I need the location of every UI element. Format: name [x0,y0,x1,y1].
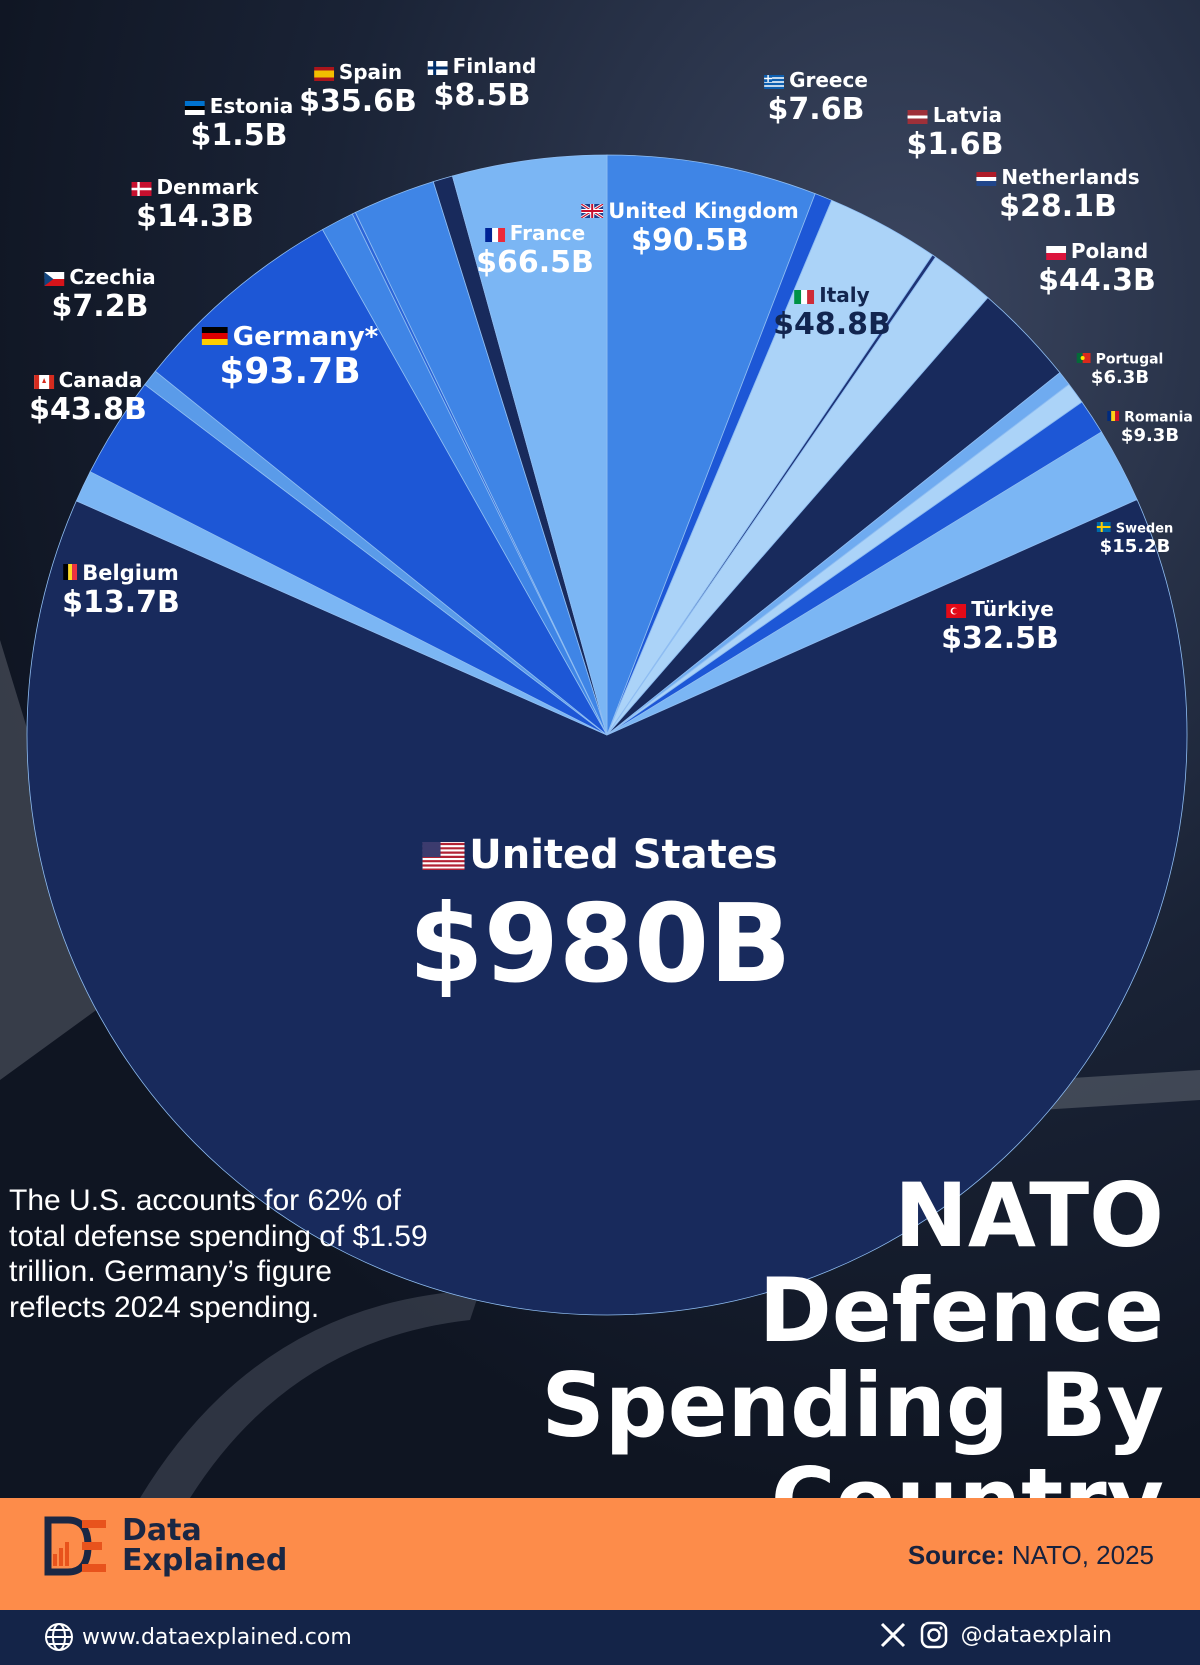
latvia-flag-icon [907,106,928,128]
source-note: Source: NATO, 2025 [908,1540,1154,1571]
slice-label-finland: Finland $8.5B [427,55,536,112]
slice-label-canada: Canada $43.8B [29,368,147,427]
slice-label-turkiye: Türkiye $32.5B [941,597,1059,656]
slice-label-sweden: Sweden $15.2B [1096,522,1173,557]
slice-label-romania: Romania $9.3B [1107,410,1193,446]
france-flag-icon [484,224,505,246]
belgium-flag-icon [63,562,78,585]
slice-label-united-states: United States $980B [408,832,792,1007]
romania-flag-icon [1107,410,1120,425]
slice-label-portugal: Portugal $6.3B [1076,352,1163,388]
slice-label-greece: Greece $7.6B [764,69,868,126]
bottom-bar: www.dataexplained.com @dataexplain [0,1610,1200,1665]
poland-flag-icon [1045,242,1066,264]
germany-flag-icon [201,323,228,352]
slice-label-france: France $66.5B [476,221,594,280]
pie-slice-united-kingdom [606,154,816,736]
italy-flag-icon [794,286,815,308]
pie-slice-france [451,154,608,736]
brand-line-1: Data [122,1513,202,1548]
portugal-flag-icon [1076,352,1091,367]
website-text: www.dataexplained.com [82,1624,352,1650]
slice-label-estonia: Estonia $1.5B [184,95,293,152]
czechia-flag-icon [44,268,65,290]
finland-flag-icon [427,57,448,79]
uk-flag-icon [580,200,604,223]
x-icon[interactable] [879,1621,907,1649]
source-value: NATO, 2025 [1011,1540,1154,1570]
slice-label-czechia: Czechia $7.2B [44,266,156,323]
us-flag-icon [422,834,465,880]
spain-flag-icon [313,63,334,85]
brand-logo[interactable]: Data Explained [44,1516,287,1576]
canada-flag-icon [33,371,54,393]
slice-label-latvia: Latvia $1.6B [906,103,1004,162]
slice-label-italy: Italy $48.8B [773,283,891,342]
slice-label-germany: Germany* $93.7B [201,323,378,391]
pie-slice-united-states [26,499,1188,1316]
globe-icon [45,1623,73,1651]
slice-label-spain: Spain $35.6B [299,60,417,119]
greece-flag-icon [764,71,785,93]
instagram-icon[interactable] [919,1620,949,1650]
turkiye-flag-icon [946,600,967,622]
social-handles: @dataexplain [879,1620,1112,1650]
data-explained-logo-icon [44,1516,106,1576]
brand-line-2: Explained [122,1543,288,1578]
slice-label-belgium: Belgium $13.7B [62,561,180,620]
sweden-flag-icon [1096,522,1111,536]
slice-label-netherlands: Netherlands $28.1B [976,166,1140,223]
denmark-flag-icon [131,178,152,200]
page-title: NATO Defence Spending By Country [541,1164,1164,1548]
slice-label-united-kingdom: United Kingdom $90.5B [580,199,799,257]
pie-chart [26,154,1188,1316]
pie-slice-germany [154,229,608,736]
estonia-flag-icon [184,97,205,119]
slice-label-poland: Poland $44.3B [1038,239,1156,298]
source-label: Source: [907,1540,1005,1570]
social-handle[interactable]: @dataexplain [960,1622,1112,1648]
slice-label-denmark: Denmark $14.3B [131,176,258,233]
website-link[interactable]: www.dataexplained.com [44,1622,352,1652]
netherlands-flag-icon [976,168,997,190]
footnote-text: The U.S. accounts for 62% of total defen… [9,1184,428,1325]
footer-band: Data Explained Source: NATO, 2025 [0,1498,1200,1610]
